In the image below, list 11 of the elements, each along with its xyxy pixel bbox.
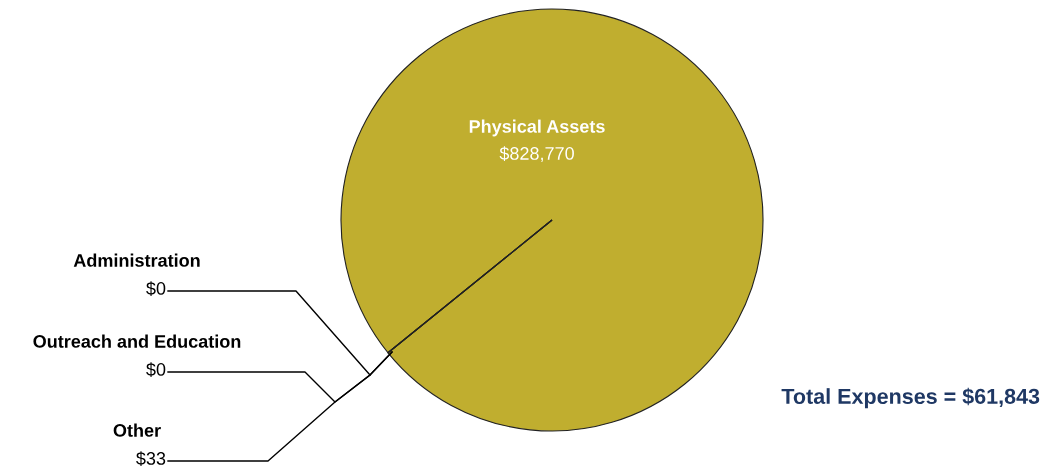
data-label: $33 (136, 451, 166, 466)
category-label: Outreach and Education (33, 334, 241, 348)
text: $0 (146, 281, 166, 296)
slice-label: Physical Assets (469, 119, 605, 137)
pie-slice (340, 8, 764, 432)
pie-slice (387, 219, 553, 354)
slice-label: Other (113, 423, 161, 437)
text: $0 (146, 362, 166, 377)
category-label: Administration (73, 253, 200, 267)
text: Total Expenses = $61,843 (781, 387, 1040, 409)
data-label: $828,770 (499, 146, 574, 162)
